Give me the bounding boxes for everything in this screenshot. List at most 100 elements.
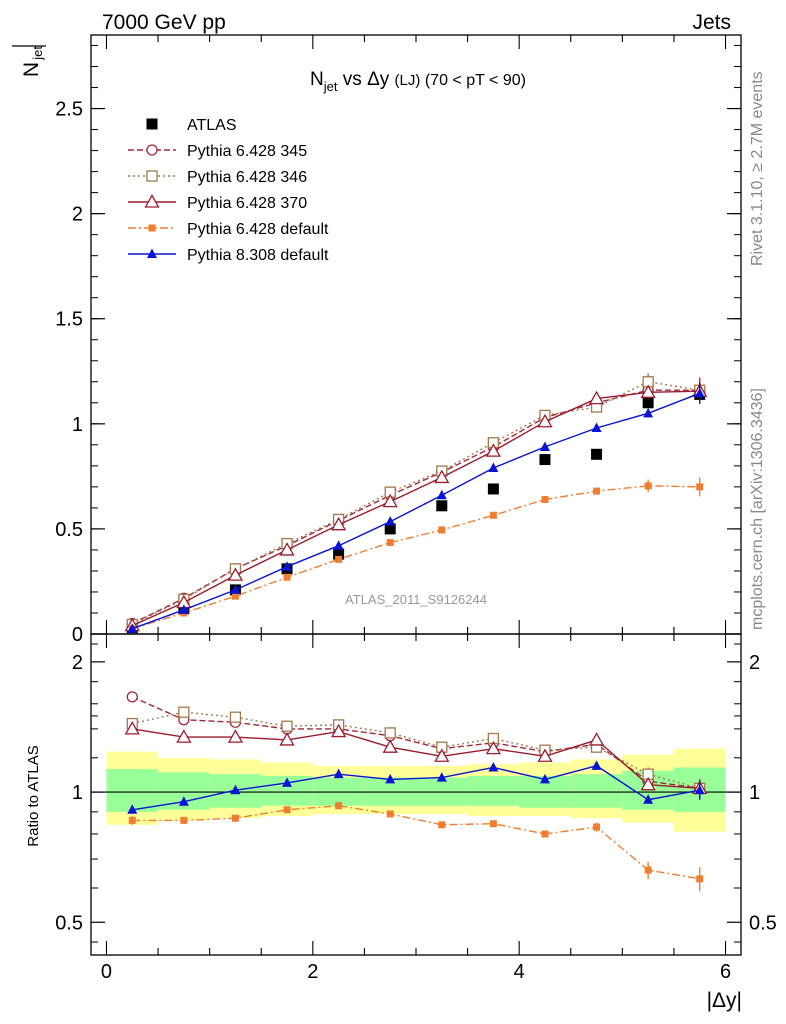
ratio-point-p8def [436, 772, 447, 782]
ratio-point-p8def [230, 784, 241, 795]
main-point-p8def [643, 407, 654, 418]
ratio-point-p370 [176, 729, 192, 743]
plot-title-mid: vs Δy [338, 69, 395, 90]
main-point-atlas [642, 397, 654, 409]
ratio-ylabel: Ratio to ATLAS [25, 745, 42, 846]
ratio-line-p345 [132, 696, 700, 789]
ratio-point-p8def [127, 804, 138, 814]
header-energy: 7000 GeV pp [102, 11, 226, 34]
main-series-p8def [127, 382, 705, 633]
legend-marker-p346 [146, 170, 158, 182]
main-ytick-label: 1.5 [55, 309, 83, 331]
ratio-point-p6def [644, 866, 652, 874]
main-ylabel: N jet [12, 45, 46, 77]
main-series-p345 [126, 377, 706, 630]
ratio-xtick-label: 0 [101, 961, 112, 983]
main-point-p370 [588, 390, 605, 405]
main-point-p8def [127, 623, 138, 633]
main-point-p6def [283, 573, 291, 581]
ratio-band-inner [467, 775, 520, 806]
main-point-p8def [178, 604, 189, 614]
ratio-ytick-label-right: 2 [749, 652, 760, 674]
ratio-point-p370 [434, 748, 450, 762]
ratio-point-p370 [588, 732, 605, 746]
main-ytick-label: 0.5 [55, 519, 83, 541]
mcplots-label: mcplots.cern.ch [arXiv:1306.3436] [749, 388, 766, 630]
legend-item-p8def: Pythia 8.308 default [128, 247, 329, 264]
ratio-point-p8def [488, 761, 499, 772]
plot-title-lj: (LJ) [395, 72, 421, 89]
main-point-p6def [696, 483, 704, 491]
plot-title: Njet vs Δy (LJ) (70 < pT < 90) [310, 69, 526, 94]
ratio-point-p370 [537, 748, 553, 762]
ratio-point-p370 [382, 739, 398, 753]
ratio-point-p6def [231, 814, 239, 822]
legend-item-p345: Pythia 6.428 345 [128, 143, 307, 160]
main-point-atlas [487, 483, 499, 495]
ratio-point-p370 [279, 732, 295, 746]
ratio-series-p8def [127, 760, 705, 814]
main-point-p370 [382, 493, 398, 508]
ratio-band-inner [570, 774, 623, 808]
ratio-point-p8def [643, 794, 654, 804]
main-point-p8def [282, 561, 293, 571]
main-point-p8def [436, 489, 447, 500]
main-point-p8def [230, 584, 241, 594]
main-point-p370 [434, 469, 450, 484]
ratio-point-p370 [227, 729, 244, 743]
ratio-line-p8def [132, 765, 700, 811]
main-point-atlas [591, 448, 603, 460]
ratio-point-p8def [333, 768, 344, 779]
legend-marker-p370 [144, 194, 160, 208]
main-point-p6def [386, 539, 394, 547]
ratio-point-p6def [541, 830, 549, 838]
main-line-p370 [132, 390, 700, 627]
main-line-p346 [131, 381, 700, 626]
main-point-p370 [485, 443, 501, 457]
main-ytick-label: 1 [72, 414, 83, 436]
main-point-p6def [231, 592, 239, 600]
ratio-point-p6def [696, 875, 704, 883]
main-line-p345 [131, 389, 700, 625]
main-point-p6def [541, 495, 549, 503]
legend-marker-p8def [147, 248, 157, 258]
main-ytick-label: 2.5 [55, 99, 83, 121]
main-point-atlas [436, 500, 448, 512]
main-point-p8def [333, 540, 344, 550]
ratio-xtick-label: 4 [514, 961, 525, 983]
legend-item-p6def: Pythia 6.428 default [128, 221, 329, 238]
ratio-point-p345 [126, 691, 138, 703]
ratio-point-p6def [335, 802, 343, 810]
legend-label-p346: Pythia 6.428 346 [187, 169, 307, 186]
ratio-point-p370 [485, 740, 501, 755]
ratio-point-p6def [128, 816, 136, 824]
ratio-xtick-label: 2 [307, 961, 318, 983]
main-point-p8def [694, 387, 705, 398]
main-line-p6def [132, 485, 700, 630]
ratio-ytick-label-right: 1 [749, 782, 760, 804]
main-point-p6def [438, 526, 446, 534]
main-point-p370 [537, 413, 553, 428]
legend-marker-p345 [146, 144, 158, 156]
main-point-p6def [335, 555, 343, 563]
main-point-p8def [488, 462, 499, 472]
plot-title-cut: (70 < pT < 90) [420, 72, 526, 89]
ratio-point-p8def [539, 773, 550, 784]
header-process: Jets [692, 11, 731, 34]
ratio-point-p6def [593, 823, 601, 831]
main-series-p6def [128, 477, 704, 633]
main-point-p370 [640, 384, 656, 398]
ratio-point-p8def [591, 760, 602, 770]
ratio-line-p346 [132, 711, 700, 789]
ratio-point-p8def [694, 784, 705, 795]
ratio-point-p346 [281, 720, 293, 732]
main-point-p6def [593, 487, 601, 495]
legend-marker-p6def [148, 224, 156, 232]
main-point-p8def [591, 422, 602, 433]
main-point-p6def [644, 482, 652, 490]
main-point-p370 [227, 567, 244, 581]
legend-item-p370: Pythia 6.428 370 [128, 194, 307, 212]
legend: ATLAS Pythia 6.428 345 Pythia 6.428 346 Pyt… [128, 117, 329, 264]
legend-label-p345: Pythia 6.428 345 [187, 143, 307, 160]
